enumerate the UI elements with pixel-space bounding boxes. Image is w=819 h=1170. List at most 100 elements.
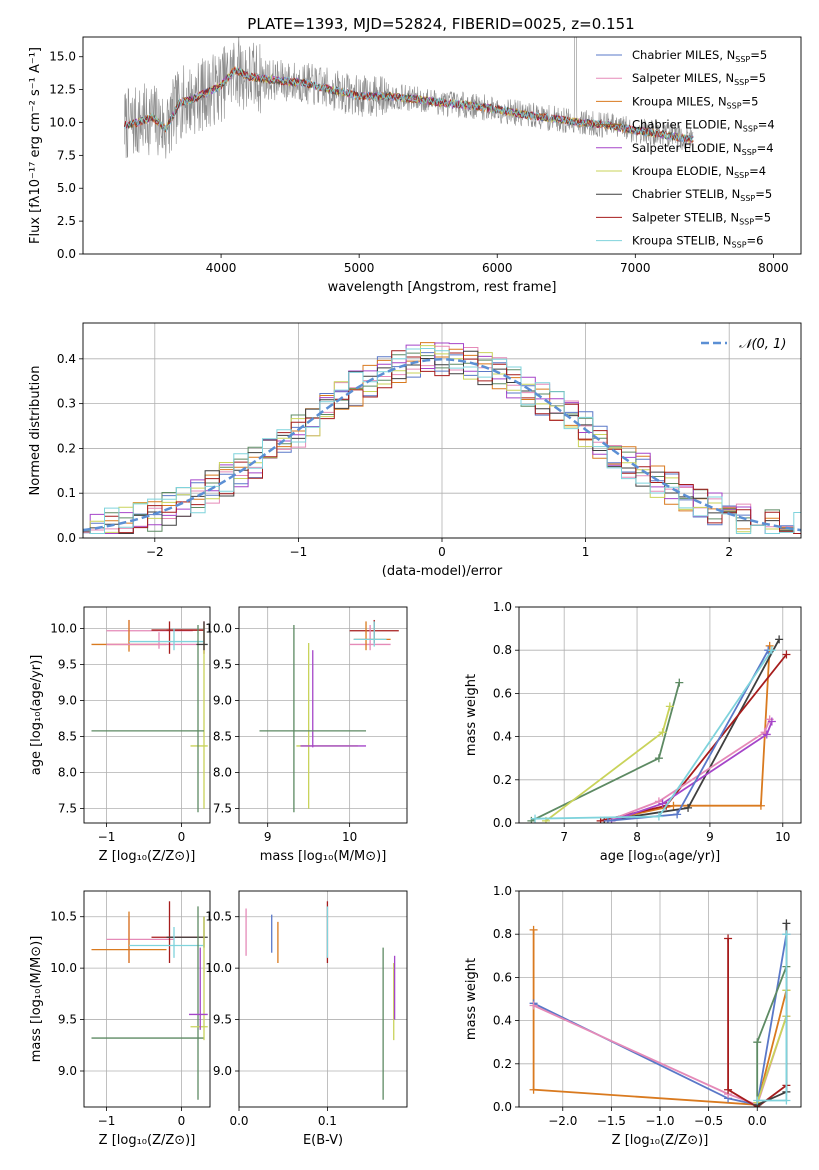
model-spectrum-line	[124, 66, 694, 142]
x-tick-label: 0.0	[229, 1114, 248, 1128]
plot-area	[83, 342, 801, 534]
x-axis-label: age [log₁₀(age/yr)]	[600, 849, 721, 864]
y-tick-label: 8.5	[213, 730, 232, 744]
legend-label-subscript: SSP	[743, 125, 758, 134]
x-tick-label: 9	[706, 830, 714, 844]
x-tick-label: 8	[633, 830, 641, 844]
y-tick-label: 0.6	[493, 686, 512, 700]
axes-frame	[83, 606, 211, 824]
y-tick-label: 9.5	[213, 1013, 232, 1027]
mass-weight-marker	[753, 1096, 762, 1105]
age-vs-metallicity-panel: −1 0 7.5 8.0 8.5 9.0 9.5 10.0 Z [log₁₀(Z/Z⊙)] age…	[29, 606, 211, 864]
age-vs-mass-panel: 9 10 7.5 8.0 8.5 9.0 9.5 10.0 mass [log₁₀(M/M⊙)]	[205, 606, 408, 864]
mass-weight-marker	[658, 799, 667, 808]
mass-weight-marker	[775, 635, 784, 644]
x-tick-label: −1	[98, 830, 116, 844]
x-tick-label: 9	[264, 830, 272, 844]
y-axis-label: mass weight	[464, 674, 479, 756]
axes-frame	[238, 890, 408, 1108]
histogram-step-line	[83, 345, 801, 534]
mass-weight-marker	[665, 702, 674, 711]
x-tick-label: 8000	[758, 261, 789, 275]
x-tick-label: 0	[178, 1114, 186, 1128]
legend-label-subscript: SSP	[742, 148, 757, 157]
legend-label: Chabrier STELIB, NSSP=5	[632, 187, 772, 203]
x-tick-label: −1	[98, 1114, 116, 1128]
axes-frame	[83, 890, 211, 1108]
plot-area	[259, 619, 399, 813]
y-tick-label: 0.8	[493, 643, 512, 657]
legend-label: Salpeter MILES, NSSP=5	[632, 71, 766, 87]
y-tick-label: 9.0	[213, 694, 232, 708]
y-axis-label: Flux [fλ10⁻¹⁷ erg cm⁻² s⁻¹ A⁻¹]	[28, 47, 43, 244]
axes-frame	[82, 322, 802, 539]
mass-weight-marker	[762, 730, 771, 739]
y-tick-label: 0.0	[57, 247, 76, 261]
mass-weight-line	[607, 649, 769, 822]
plot-area	[527, 635, 791, 823]
y-tick-label: 0.0	[493, 1100, 512, 1114]
legend-label-rest: =4	[749, 164, 766, 178]
y-tick-label: 15.0	[49, 50, 76, 64]
legend-label: Chabrier ELODIE, NSSP=4	[632, 118, 775, 134]
y-tick-label: 0.1	[57, 486, 76, 500]
x-tick-label: 1	[582, 545, 590, 559]
x-tick-label: 7000	[620, 261, 651, 275]
y-tick-label: 0.0	[57, 531, 76, 545]
x-tick-label: 0.0	[748, 1114, 767, 1128]
y-tick-label: 0.2	[57, 441, 76, 455]
y-tick-label: 9.5	[213, 658, 232, 672]
model-spectrum-line	[124, 67, 694, 143]
mass-weight-line	[604, 638, 780, 822]
histogram-step-line	[83, 345, 801, 534]
legend-label-subscript: SSP	[727, 101, 742, 110]
y-axis-label: Normed distribution	[28, 366, 43, 496]
legend-label-rest: =4	[757, 141, 774, 155]
legend-label: 𝒩(0, 1)	[739, 337, 786, 352]
mass-weight-marker	[767, 717, 776, 726]
mass-weight-marker	[782, 1096, 791, 1105]
y-tick-label: 10.0	[49, 115, 76, 129]
mass-vs-metallicity-panel: −1 0 9.0 9.5 10.0 10.5 Z [log₁₀(Z/Z⊙)] mass [lo…	[29, 890, 211, 1148]
x-axis-label: Z [log₁₀(Z/Z⊙)]	[99, 1133, 196, 1148]
x-tick-label: −2.0	[548, 1114, 577, 1128]
y-tick-label: 8.5	[58, 730, 77, 744]
x-axis-label: E(B-V)	[303, 1133, 343, 1148]
y-tick-label: 8.0	[58, 766, 77, 780]
mass-weight-marker	[765, 641, 774, 650]
legend-label-rest: =6	[747, 234, 764, 248]
y-tick-label: 10.0	[205, 961, 232, 975]
mass-weight-line	[727, 938, 787, 1107]
y-tick-label: 0.4	[493, 730, 512, 744]
mass-weight-marker	[782, 919, 791, 928]
mass-weight-line	[531, 682, 681, 822]
y-tick-label: 0.2	[493, 773, 512, 787]
x-axis-label: Z [log₁₀(Z/Z⊙)]	[612, 1133, 709, 1148]
x-tick-label: 4000	[206, 261, 237, 275]
mass-weight-marker	[782, 930, 791, 939]
mass-weight-marker	[767, 646, 776, 655]
mass-weight-marker	[669, 801, 678, 810]
x-tick-label: −1.5	[597, 1114, 626, 1128]
mass-weight-line	[607, 718, 771, 822]
weight-vs-metallicity-panel: −2.0 −1.5 −1.0 −0.5 0.0 0.0 0.2 0.4 0.6 0.8 1.0 Z […	[464, 884, 802, 1148]
residuals-panel: −2 −1 0 1 2 0.0 0.1 0.2 0.3 0.4 (data-model)/error…	[28, 322, 802, 579]
histogram-step-line	[83, 350, 801, 534]
x-axis-label: Z [log₁₀(Z/Z⊙)]	[99, 849, 196, 864]
mass-weight-marker	[673, 810, 682, 819]
mass-weight-marker	[684, 803, 693, 812]
legend-label-rest: =5	[755, 187, 772, 201]
x-tick-label: 10	[775, 830, 790, 844]
plot-area	[245, 901, 396, 1100]
y-tick-label: 2.5	[57, 214, 76, 228]
x-tick-label: 0	[438, 545, 446, 559]
y-axis-label: age [log₁₀(age/yr)]	[29, 655, 44, 776]
y-axis-label: mass weight	[464, 958, 479, 1040]
axes-frame	[518, 606, 802, 824]
y-tick-label: 9.0	[58, 694, 77, 708]
histogram-step-line	[83, 350, 801, 534]
mass-weight-line	[611, 721, 773, 822]
mass-weight-marker	[529, 1001, 538, 1010]
mass-vs-ebv-panel: 0.0 0.1 9.0 9.5 10.0 10.5 E(B-V)	[205, 890, 408, 1148]
